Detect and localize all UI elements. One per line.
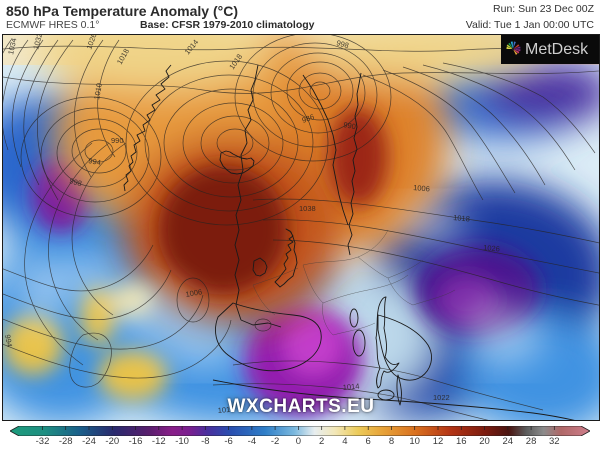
svg-text:1038: 1038 <box>299 204 316 213</box>
svg-text:990: 990 <box>111 136 124 145</box>
svg-text:1014: 1014 <box>342 382 359 392</box>
svg-text:1026: 1026 <box>483 243 500 253</box>
svg-text:1006: 1006 <box>413 183 430 193</box>
svg-text:1018: 1018 <box>453 213 470 223</box>
svg-text:1022: 1022 <box>433 393 450 402</box>
